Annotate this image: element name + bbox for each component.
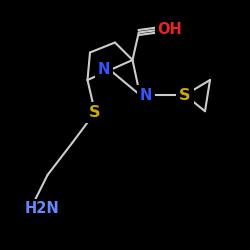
Text: H2N: H2N xyxy=(25,201,60,216)
Text: S: S xyxy=(89,105,101,120)
Text: OH: OH xyxy=(158,22,182,38)
Text: N: N xyxy=(98,62,110,78)
Text: S: S xyxy=(179,88,191,102)
Text: N: N xyxy=(140,88,152,102)
